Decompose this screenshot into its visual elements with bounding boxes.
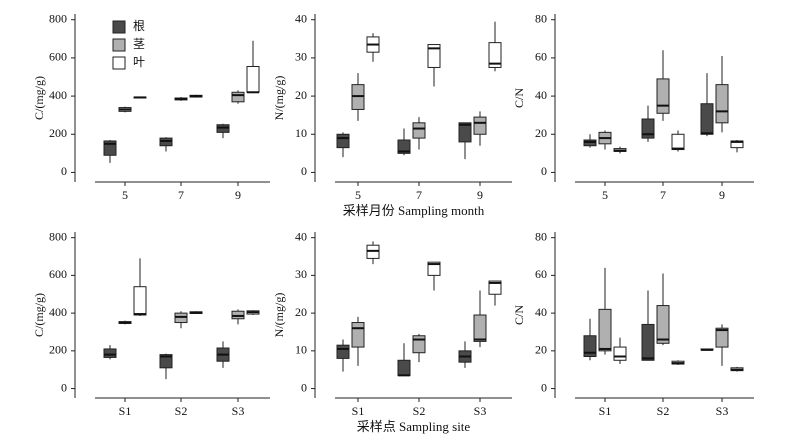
y-tick-label: 800 [49, 229, 67, 243]
y-tick-label: 200 [49, 343, 67, 357]
legend-label: 根 [133, 19, 145, 33]
box [351, 322, 365, 348]
y-tick-label: 80 [535, 229, 547, 243]
y-tick-label: 40 [535, 305, 547, 319]
box [656, 78, 670, 114]
box [473, 314, 487, 342]
x-tick-label: 9 [719, 188, 725, 202]
y-tick-label: 10 [295, 126, 307, 140]
box [656, 305, 670, 344]
legend-swatch [112, 56, 126, 70]
y-tick-label: 40 [295, 229, 307, 243]
box [336, 133, 350, 149]
x-tick-label: S3 [716, 404, 729, 418]
y-tick-label: 400 [49, 88, 67, 102]
y-axis-label: C/N [512, 88, 526, 108]
y-tick-label: 60 [535, 267, 547, 281]
y-tick-label: 0 [61, 380, 67, 394]
box [412, 122, 426, 139]
y-tick-label: 20 [295, 88, 307, 102]
box [427, 44, 441, 68]
x-tick-label: S2 [413, 404, 426, 418]
box [715, 84, 729, 124]
y-tick-label: 0 [541, 380, 547, 394]
y-tick-label: 0 [61, 164, 67, 178]
x-tick-label: S1 [119, 404, 132, 418]
x-tick-label: S1 [599, 404, 612, 418]
y-axis-label: N/(mg/g) [272, 293, 286, 338]
box [397, 139, 411, 154]
x-tick-label: 7 [660, 188, 666, 202]
x-tick-label: S2 [657, 404, 670, 418]
y-axis-label: C/(mg/g) [32, 76, 46, 120]
box [473, 116, 487, 135]
box [397, 359, 411, 376]
box [641, 323, 655, 361]
y-tick-label: 40 [535, 88, 547, 102]
y-tick-label: 0 [541, 164, 547, 178]
x-axis-label: 采样点 Sampling site [357, 419, 471, 434]
x-tick-label: 5 [355, 188, 361, 202]
y-axis-label: C/N [512, 305, 526, 325]
y-tick-label: 800 [49, 11, 67, 25]
x-tick-label: 7 [178, 188, 184, 202]
x-tick-label: S2 [175, 404, 188, 418]
y-tick-label: 30 [295, 50, 307, 64]
x-tick-label: 5 [602, 188, 608, 202]
y-tick-label: 10 [295, 343, 307, 357]
y-tick-label: 20 [535, 343, 547, 357]
box [613, 346, 627, 361]
box [159, 354, 173, 369]
box [598, 308, 612, 352]
x-tick-label: 7 [416, 188, 422, 202]
y-tick-label: 200 [49, 126, 67, 140]
y-tick-label: 0 [301, 164, 307, 178]
box [336, 344, 350, 359]
y-axis-label: N/(mg/g) [272, 76, 286, 121]
box [231, 91, 245, 103]
y-tick-label: 80 [535, 11, 547, 25]
box [412, 335, 426, 354]
box [700, 103, 714, 135]
x-tick-label: 9 [477, 188, 483, 202]
box [103, 348, 117, 358]
box [427, 261, 441, 276]
box [671, 133, 685, 151]
y-tick-label: 400 [49, 305, 67, 319]
x-tick-label: S1 [352, 404, 365, 418]
legend-swatch [112, 20, 126, 34]
legend-label: 叶 [133, 55, 145, 69]
y-tick-label: 600 [49, 267, 67, 281]
box [246, 66, 260, 93]
y-tick-label: 60 [535, 50, 547, 64]
box [488, 42, 502, 68]
y-tick-label: 20 [295, 305, 307, 319]
box [488, 280, 502, 295]
legend-swatch [112, 38, 126, 52]
x-tick-label: 9 [235, 188, 241, 202]
y-tick-label: 0 [301, 380, 307, 394]
box [133, 286, 147, 316]
y-tick-label: 30 [295, 267, 307, 281]
box [583, 335, 597, 357]
box [715, 327, 729, 348]
y-tick-label: 20 [535, 126, 547, 140]
x-tick-label: S3 [474, 404, 487, 418]
y-axis-label: C/(mg/g) [32, 293, 46, 337]
y-tick-label: 40 [295, 11, 307, 25]
x-tick-label: 5 [122, 188, 128, 202]
x-tick-label: S3 [232, 404, 245, 418]
legend-label: 茎 [133, 37, 145, 51]
box [458, 122, 472, 143]
x-axis-label: 采样月份 Sampling month [343, 203, 485, 218]
y-tick-label: 600 [49, 50, 67, 64]
